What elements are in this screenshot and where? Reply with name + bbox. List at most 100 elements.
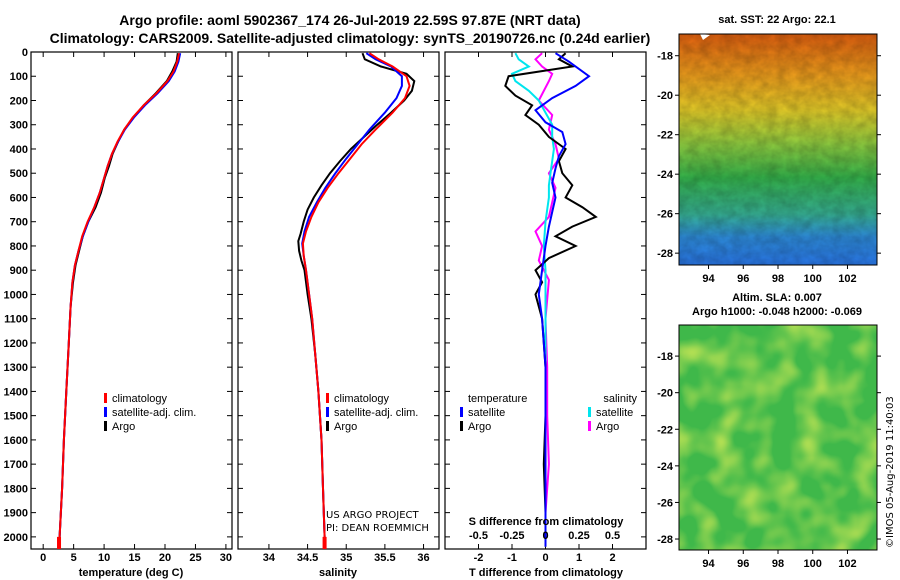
y-tick-label: 2000 bbox=[4, 532, 28, 544]
y-tick-label: 800 bbox=[10, 241, 28, 253]
map-x-tick-label: 96 bbox=[737, 273, 749, 285]
x-tick-label: 34.5 bbox=[297, 552, 318, 564]
x-tick-label: 30 bbox=[220, 552, 232, 564]
legend-sal-satellite-label: satellite bbox=[596, 407, 633, 419]
x-tick-label: 1 bbox=[576, 552, 582, 564]
series-satellite-temperature-diff bbox=[534, 52, 591, 547]
map-x-tick-label: 102 bbox=[838, 558, 856, 570]
x-tick-label: 0 bbox=[40, 552, 46, 564]
legend-satellite-swatch bbox=[104, 407, 107, 417]
figure-title-line1: Argo profile: aoml 5902367_174 26-Jul-20… bbox=[119, 12, 581, 28]
y-tick-label: 500 bbox=[10, 168, 28, 180]
legend-temp-argo-label: Argo bbox=[468, 421, 491, 433]
map-y-tick-label: -24 bbox=[657, 169, 674, 181]
y-tick-label: 900 bbox=[10, 265, 28, 277]
map-x-tick-label: 94 bbox=[702, 273, 715, 285]
y-tick-label: 200 bbox=[10, 95, 28, 107]
x-tick-label: 10 bbox=[98, 552, 110, 564]
y-tick-label: 0 bbox=[22, 47, 28, 59]
map-y-tick-label: -20 bbox=[657, 90, 673, 102]
y-tick-label: 1500 bbox=[4, 411, 28, 423]
legend-sal-satellite-swatch bbox=[588, 407, 591, 417]
x-tick-label: 5 bbox=[71, 552, 77, 564]
map-x-tick-label: 96 bbox=[737, 558, 749, 570]
sst-map: sat. SST: 22 Argo: 22.1 94 96 98 100 102 -18 -… bbox=[657, 14, 881, 285]
sla-map-title-line1: Altim. SLA: 0.007 bbox=[732, 292, 822, 304]
y-tick-label: 1800 bbox=[4, 483, 28, 495]
series-climatology bbox=[301, 52, 411, 547]
s-diff-tick-label: 0 bbox=[542, 530, 548, 542]
legend-sal-argo-swatch bbox=[588, 421, 591, 431]
map-y-tick-label: -22 bbox=[657, 424, 673, 436]
y-tick-label: 700 bbox=[10, 217, 28, 229]
sst-map-title: sat. SST: 22 Argo: 22.1 bbox=[718, 14, 836, 26]
legend-climatology-swatch bbox=[104, 393, 107, 403]
legend-temperature-title: temperature bbox=[468, 393, 527, 405]
map-y-tick-label: -22 bbox=[657, 130, 673, 142]
y-tick-label: 1100 bbox=[4, 314, 28, 326]
s-difference-axis-label: S difference from climatology bbox=[469, 516, 625, 528]
legend-argo-label: Argo bbox=[334, 421, 357, 433]
climatology-bottom-marker bbox=[57, 536, 62, 549]
map-y-tick-label: -28 bbox=[657, 248, 673, 260]
legend-argo-swatch bbox=[326, 421, 329, 431]
legend-climatology-swatch bbox=[326, 393, 329, 403]
map-y-tick-label: -18 bbox=[657, 51, 673, 63]
x-tick-label: 0 bbox=[542, 552, 548, 564]
x-tick-label: 34 bbox=[263, 552, 276, 564]
credit-project: US ARGO PROJECT bbox=[326, 510, 420, 521]
map-y-tick-label: -18 bbox=[657, 351, 673, 363]
sla-field-highlights bbox=[679, 325, 877, 550]
x-tick-label: 35.5 bbox=[374, 552, 395, 564]
legend-climatology-label: climatology bbox=[112, 393, 168, 405]
climatology-bottom-marker bbox=[322, 536, 327, 549]
credit-pi: PI: DEAN ROEMMICH bbox=[326, 523, 429, 534]
legend-argo-label: Argo bbox=[112, 421, 135, 433]
x-tick-label: 20 bbox=[159, 552, 171, 564]
legend-salinity-title: salinity bbox=[603, 393, 637, 405]
y-tick-label: 100 bbox=[10, 71, 28, 83]
sst-field-texture bbox=[679, 34, 877, 265]
map-x-tick-label: 100 bbox=[804, 273, 822, 285]
s-diff-tick-label: -0.5 bbox=[469, 530, 488, 542]
difference-panel: -2 -1 0 1 2 temperature satellite Argo salin… bbox=[444, 51, 647, 579]
figure-title-line2: Climatology: CARS2009. Satellite-adjuste… bbox=[49, 30, 651, 46]
y-tick-label: 1400 bbox=[4, 386, 28, 398]
imos-watermark: ©IMOS 05-Aug-2019 11:40:03 bbox=[885, 396, 896, 548]
salinity-panel: 34 34.5 35 35.5 36 climatology satellite-adj… bbox=[237, 51, 440, 579]
series-climatology bbox=[58, 52, 180, 547]
map-x-tick-label: 98 bbox=[772, 273, 784, 285]
x-tick-label: -2 bbox=[474, 552, 484, 564]
x-tick-label: 35 bbox=[340, 552, 352, 564]
x-tick-label: -1 bbox=[507, 552, 517, 564]
legend-sal-argo-label: Argo bbox=[596, 421, 619, 433]
x-tick-label: 25 bbox=[189, 552, 201, 564]
y-tick-label: 1200 bbox=[4, 338, 28, 350]
temperature-panel: 0100200300400500600700800900100011001200… bbox=[4, 47, 233, 579]
y-tick-label: 1000 bbox=[4, 289, 28, 301]
y-tick-label: 300 bbox=[10, 120, 28, 132]
legend-satellite-label: satellite-adj. clim. bbox=[112, 407, 196, 419]
salinity-x-axis-label: salinity bbox=[319, 567, 358, 579]
y-tick-label: 600 bbox=[10, 192, 28, 204]
temperature-legend: climatology satellite-adj. clim. Argo bbox=[104, 393, 196, 433]
sst-missing-data-patch bbox=[700, 34, 710, 40]
y-tick-label: 1300 bbox=[4, 362, 28, 374]
x-tick-label: 15 bbox=[128, 552, 140, 564]
temperature-plot-frame bbox=[30, 51, 233, 550]
legend-temp-satellite-label: satellite bbox=[468, 407, 505, 419]
x-tick-label: 2 bbox=[609, 552, 615, 564]
temperature-diff-legend: temperature satellite Argo bbox=[460, 393, 527, 433]
series-argo-salinity-diff bbox=[534, 52, 560, 547]
s-diff-tick-label: 0.25 bbox=[568, 530, 589, 542]
map-y-tick-label: -20 bbox=[657, 388, 673, 400]
y-tick-label: 400 bbox=[10, 144, 28, 156]
legend-argo-swatch bbox=[104, 421, 107, 431]
s-diff-tick-label: 0.5 bbox=[605, 530, 620, 542]
map-y-tick-label: -28 bbox=[657, 534, 673, 546]
sst-map-frame bbox=[678, 33, 878, 266]
map-x-tick-label: 94 bbox=[702, 558, 715, 570]
y-tick-label: 1700 bbox=[4, 459, 28, 471]
s-diff-tick-label: -0.25 bbox=[499, 530, 524, 542]
